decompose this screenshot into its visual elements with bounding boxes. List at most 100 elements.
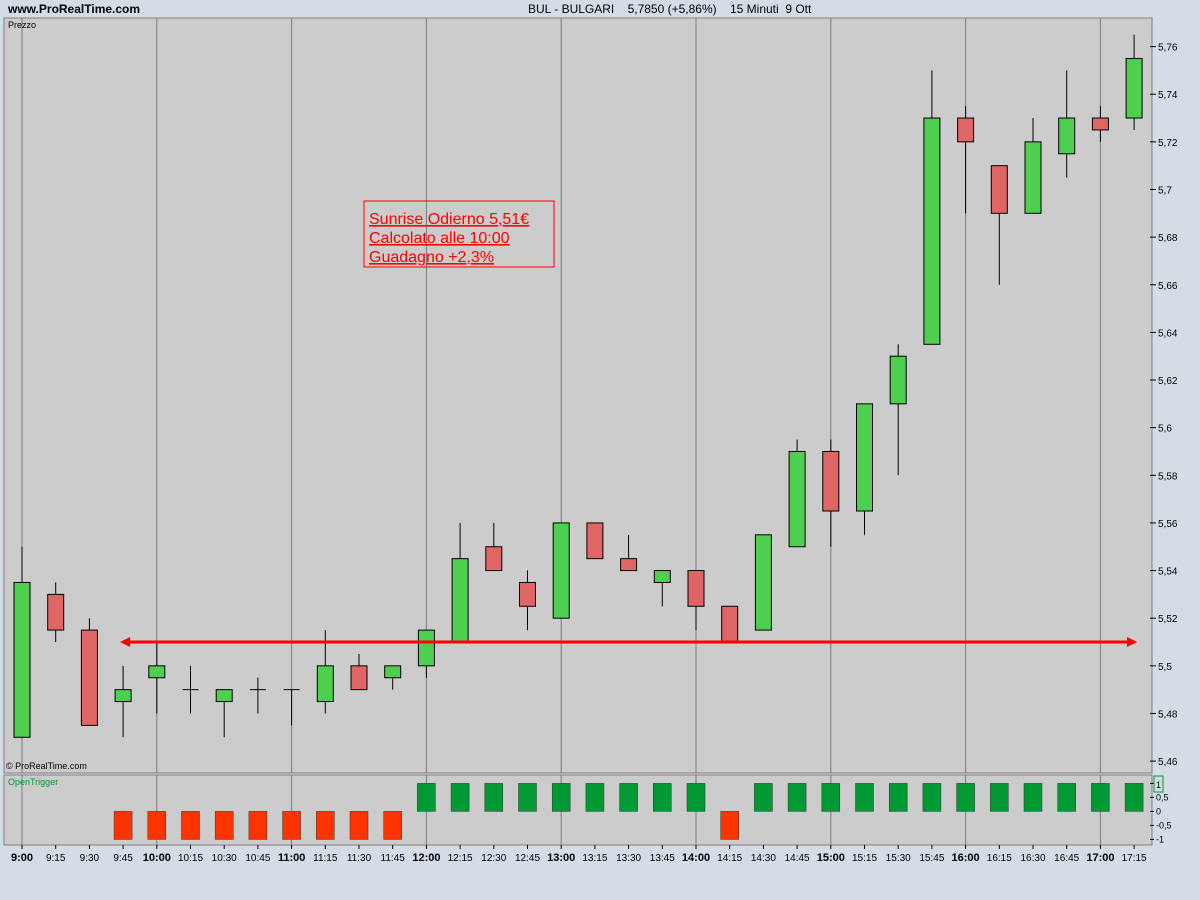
candle-body [687, 570, 705, 607]
x-tick-label: 15:30 [886, 853, 911, 864]
candle-body [586, 522, 604, 560]
x-tick-label: 9:15 [46, 853, 66, 864]
indicator-bar [1124, 783, 1144, 812]
candle-body [822, 450, 840, 512]
ind-y-tick-label: -1 [1156, 834, 1164, 844]
indicator-bar [821, 783, 841, 812]
indicator-bars-layer [113, 783, 1144, 840]
indicator-bar [518, 783, 537, 812]
y-tick-label: 5,68 [1158, 233, 1178, 244]
indicator-bar [1091, 783, 1110, 812]
indicator-bar [653, 783, 672, 812]
indicator-bar [349, 811, 369, 840]
y-tick-label: 5,52 [1158, 614, 1178, 625]
candle-body [350, 665, 368, 691]
x-tick-label: 11:45 [381, 853, 406, 864]
candle-body [13, 581, 31, 738]
annotation-line-1: Sunrise Odierno 5,51€ [369, 211, 529, 228]
candle-body [856, 403, 873, 512]
indicator-bar [922, 783, 942, 812]
x-tick-label: 16:00 [952, 852, 980, 864]
candle-body [114, 689, 132, 703]
x-tick-label: 10:45 [245, 853, 270, 864]
price-panel-label: Prezzo [8, 20, 36, 30]
x-tick-label: 11:15 [313, 853, 338, 864]
y-tick-label: 5,62 [1158, 376, 1178, 387]
ind-y-tick-label: 0,5 [1156, 792, 1169, 802]
candle-body [1024, 141, 1042, 214]
x-tick-label: 14:30 [751, 853, 776, 864]
annotation-line-2: Calcolato alle 10:00 [369, 230, 510, 247]
support-line-layer [120, 637, 1138, 648]
candle-body [923, 117, 941, 345]
x-tick-label: 10:30 [212, 853, 237, 864]
x-tick-label: 11:00 [278, 852, 306, 864]
y-tick-label: 5,56 [1158, 519, 1178, 530]
ind-y-tick-label: 0 [1156, 806, 1161, 816]
price-panel [3, 17, 1153, 774]
y-tick-label: 5,7 [1158, 185, 1172, 196]
x-tick-label: 10:00 [143, 852, 171, 864]
candle-body [80, 629, 98, 726]
x-tick-label: 16:15 [987, 853, 1012, 864]
indicator-bar [888, 783, 908, 812]
candle-body [519, 581, 536, 607]
candle-body [721, 605, 739, 643]
candle-body [788, 450, 806, 548]
x-tick-label: 14:45 [785, 853, 810, 864]
x-tick-label: 17:15 [1122, 853, 1147, 864]
x-tick-label: 9:30 [80, 853, 100, 864]
indicator-panel [3, 774, 1153, 846]
indicator-panel-label: OpenTrigger [8, 777, 58, 787]
header-bar: www.ProRealTime.com BUL - BULGARI 5,7850… [0, 0, 1200, 18]
x-tick-label: 9:45 [113, 853, 133, 864]
x-tick-label: 11:30 [347, 853, 372, 864]
x-tick-label: 16:30 [1020, 853, 1045, 864]
x-tick-label: 12:00 [412, 852, 440, 864]
candle-body [215, 689, 233, 703]
indicator-bar [956, 783, 975, 812]
y-tick-label: 5,58 [1158, 471, 1178, 482]
candle-body [1125, 57, 1143, 119]
indicator-bar [113, 811, 133, 840]
indicator-bar [619, 783, 638, 812]
candle-body [316, 665, 334, 703]
x-tick-label: 14:00 [682, 852, 710, 864]
support-arrow-right [1127, 637, 1138, 648]
y-tick-label: 5,6 [1158, 424, 1172, 435]
candle-body [653, 570, 671, 583]
x-tick-label: 13:00 [547, 852, 575, 864]
candle-body [1058, 117, 1076, 155]
y-tick-label: 5,72 [1158, 138, 1178, 149]
candle-body [889, 355, 907, 405]
indicator-bar [181, 811, 200, 840]
x-tick-label: 14:15 [717, 853, 742, 864]
x-tick-label: 12:30 [481, 853, 506, 864]
x-tick-label: 13:45 [650, 853, 675, 864]
indicator-last-value-marker [1153, 775, 1164, 793]
x-tick-label: 10:15 [178, 853, 203, 864]
indicator-bar [383, 811, 402, 840]
candle-body [1091, 117, 1109, 131]
annotation-frame [363, 200, 555, 268]
indicator-bar [484, 783, 504, 812]
candle-body [384, 665, 402, 679]
price-y-axis: 5,46 5,48 5,5 5,52 5,54 5,56 5,58 5,6 5,62 5,64 5,… [1150, 43, 1178, 768]
indicator-bar [214, 811, 234, 840]
indicator-last-value: 1 [1156, 780, 1161, 790]
y-tick-label: 5,76 [1158, 43, 1178, 54]
x-tick-label: 15:15 [852, 853, 877, 864]
indicator-bar [720, 811, 739, 840]
candle-body [451, 558, 469, 643]
annotation-box: Sunrise Odierno 5,51€ Calcolato alle 10:… [363, 200, 555, 268]
x-tick-label: 12:45 [515, 853, 540, 864]
indicator-bar [855, 783, 874, 812]
candles-layer [13, 34, 1143, 738]
candle-body [148, 665, 166, 679]
indicator-bar [282, 811, 301, 840]
indicator-bar [316, 811, 335, 840]
candle-body [620, 558, 638, 572]
candle-body [754, 534, 772, 631]
y-tick-label: 5,5 [1158, 662, 1172, 673]
